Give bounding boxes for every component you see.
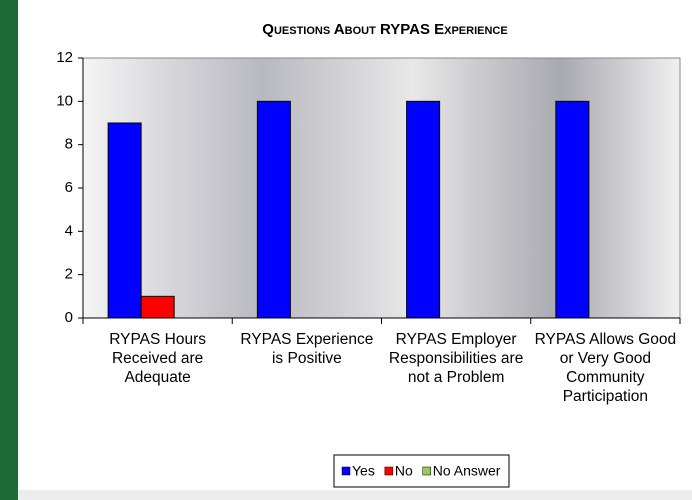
x-tick-label: RYPAS Experience is Positive [240, 331, 374, 367]
y-tick-label: 8 [65, 136, 73, 153]
chart-title: Questions About RYPAS Experience [262, 21, 507, 38]
y-tick-label: 2 [65, 266, 73, 283]
bar [406, 100, 441, 319]
x-tick-label: RYPAS Hours Received are Adequate [109, 331, 207, 386]
x-tick-label: RYPAS Employer Responsibilities are not … [388, 331, 524, 386]
legend-swatch [341, 466, 351, 476]
bar [107, 122, 142, 319]
y-tick-label: 12 [56, 49, 73, 66]
bar [140, 295, 175, 319]
bar [256, 100, 291, 319]
y-tick-label: 4 [65, 222, 73, 239]
side-strip [0, 0, 18, 500]
legend-label: No [395, 463, 413, 479]
plot-area [82, 57, 681, 319]
x-tick-label: RYPAS Allows Good or Very Good Community… [534, 331, 677, 405]
bottom-strip [18, 490, 692, 500]
legend-label: Yes [352, 463, 375, 479]
legend-swatch [384, 466, 394, 476]
legend-box [333, 454, 510, 488]
bar [555, 100, 590, 319]
y-tick-label: 6 [65, 179, 73, 196]
y-tick-label: 0 [65, 309, 73, 326]
legend-swatch [422, 466, 431, 476]
y-tick-label: 10 [56, 92, 73, 109]
legend-label: No Answer [433, 463, 501, 479]
